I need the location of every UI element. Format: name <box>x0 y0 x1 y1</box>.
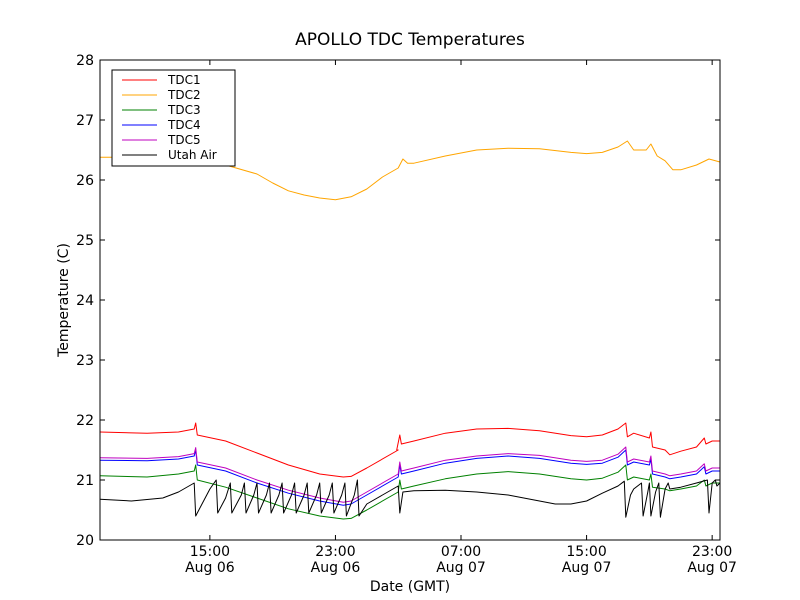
legend-label: TDC4 <box>167 118 201 132</box>
y-tick-label: 27 <box>76 113 94 129</box>
y-tick-label: 28 <box>76 53 94 69</box>
x-tick-date-label: Aug 07 <box>436 560 486 576</box>
x-tick-date-label: Aug 06 <box>185 560 235 576</box>
series-line-tdc3 <box>99 464 720 520</box>
y-tick-label: 24 <box>76 293 94 309</box>
x-tick-time-label: 15:00 <box>190 544 230 560</box>
y-tick-label: 26 <box>76 173 94 189</box>
legend-label: TDC5 <box>167 133 201 147</box>
series-layer <box>99 140 721 520</box>
x-tick-date-label: Aug 06 <box>311 560 361 576</box>
y-tick-label: 25 <box>76 233 94 249</box>
y-tick-label: 22 <box>76 413 94 429</box>
series-line-tdc5 <box>99 446 720 503</box>
y-axis-label: Temperature (C) <box>56 243 72 358</box>
chart-title: APOLLO TDC Temperatures <box>295 30 525 50</box>
legend-label: Utah Air <box>168 148 217 162</box>
series-line-tdc2 <box>100 140 721 201</box>
x-tick-time-label: 23:00 <box>692 544 732 560</box>
x-tick-time-label: 23:00 <box>315 544 355 560</box>
y-tick-label: 20 <box>76 533 94 549</box>
legend-label: TDC2 <box>167 88 201 102</box>
x-tick-date-label: Aug 07 <box>562 560 612 576</box>
plot-frame <box>99 59 721 541</box>
series-line-utah-air <box>99 479 721 518</box>
legend-label: TDC1 <box>167 73 201 87</box>
x-tick-time-label: 07:00 <box>441 544 481 560</box>
y-tick-label: 21 <box>76 473 94 489</box>
x-tick-date-label: Aug 07 <box>687 560 737 576</box>
series-line-tdc4 <box>99 449 720 506</box>
legend-label: TDC3 <box>167 103 201 117</box>
legend-box <box>111 69 236 167</box>
x-tick-time-label: 15:00 <box>566 544 606 560</box>
y-tick-label: 23 <box>76 353 94 369</box>
x-axis-label: Date (GMT) <box>370 579 450 595</box>
series-line-tdc1 <box>99 422 720 478</box>
